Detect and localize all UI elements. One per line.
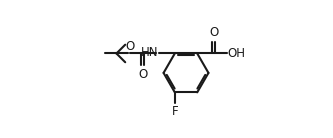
Text: HN: HN <box>141 46 158 59</box>
Text: O: O <box>126 40 135 53</box>
Text: OH: OH <box>227 47 245 60</box>
Text: O: O <box>138 67 147 80</box>
Text: F: F <box>171 105 178 118</box>
Text: O: O <box>209 26 218 39</box>
